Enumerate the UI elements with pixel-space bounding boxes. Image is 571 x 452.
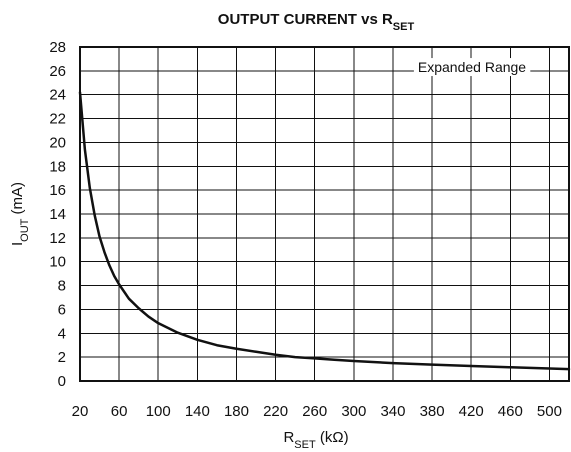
annotation-background bbox=[413, 58, 531, 77]
y-tick-label: 0 bbox=[58, 373, 66, 390]
x-tick-label: 460 bbox=[498, 403, 523, 420]
x-tick-label: 300 bbox=[341, 403, 366, 420]
x-tick-label: 420 bbox=[459, 403, 484, 420]
x-tick-label: 260 bbox=[302, 403, 327, 420]
y-tick-label: 26 bbox=[49, 63, 66, 80]
y-axis-label-subscript: OUT bbox=[19, 218, 31, 242]
x-axis-label: RSET (kΩ) bbox=[283, 429, 348, 451]
x-axis-label-subscript: SET bbox=[294, 439, 316, 451]
y-axis-label: IOUT (mA) bbox=[9, 182, 31, 246]
y-tick-label: 14 bbox=[49, 206, 66, 223]
y-tick-label: 18 bbox=[49, 158, 66, 175]
y-tick-label: 6 bbox=[58, 301, 66, 318]
series-line bbox=[78, 91, 571, 371]
x-tick-label: 180 bbox=[224, 403, 249, 420]
y-axis-label-main: I bbox=[9, 242, 26, 246]
x-tick-label: 500 bbox=[537, 403, 562, 420]
chart-title-main: OUTPUT CURRENT vs R bbox=[218, 11, 393, 28]
x-tick-label: 380 bbox=[420, 403, 445, 420]
y-axis-label-suffix: (mA) bbox=[9, 182, 26, 219]
y-tick-label: 10 bbox=[49, 254, 66, 271]
annotation-group: Expanded Range bbox=[413, 58, 531, 77]
y-tick-label: 2 bbox=[58, 349, 66, 366]
x-tick-label: 140 bbox=[185, 403, 210, 420]
grid-lines bbox=[80, 47, 569, 381]
y-tick-label: 22 bbox=[49, 111, 66, 128]
x-tick-label: 20 bbox=[72, 403, 89, 420]
x-axis-label-main: R bbox=[283, 429, 294, 446]
y-tick-label: 16 bbox=[49, 182, 66, 199]
chart-title: OUTPUT CURRENT vs RSET bbox=[218, 11, 415, 33]
plot-frame bbox=[79, 46, 570, 382]
y-tick-label: 20 bbox=[49, 134, 66, 151]
y-tick-label: 28 bbox=[49, 39, 66, 56]
x-tick-label: 220 bbox=[263, 403, 288, 420]
x-axis-label-suffix: (kΩ) bbox=[316, 429, 349, 446]
x-tick-label: 100 bbox=[146, 403, 171, 420]
y-tick-label: 4 bbox=[58, 325, 66, 342]
x-tick-label: 60 bbox=[111, 403, 128, 420]
y-tick-label: 8 bbox=[58, 278, 66, 295]
y-tick-label: 24 bbox=[49, 87, 66, 104]
x-tick-labels: 20 60 100 140 180 220 260 300 340 380 420 460 500 bbox=[72, 403, 562, 420]
y-tick-label: 12 bbox=[49, 230, 66, 247]
chart-title-subscript: SET bbox=[393, 21, 415, 33]
annotation-expanded-range: Expanded Range bbox=[418, 59, 526, 75]
x-tick-label: 340 bbox=[380, 403, 405, 420]
